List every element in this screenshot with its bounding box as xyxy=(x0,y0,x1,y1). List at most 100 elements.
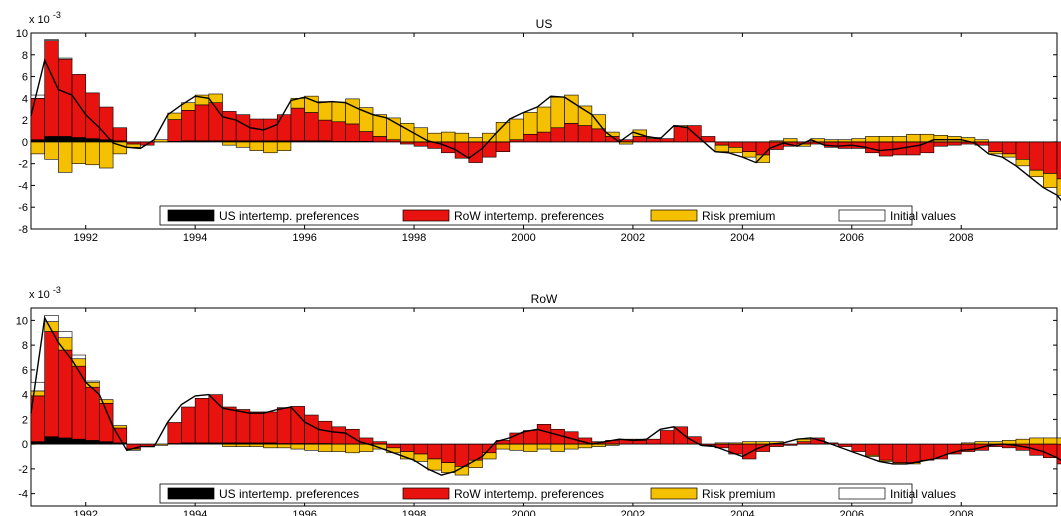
legend-entry: RoW intertemp. preferences xyxy=(454,487,604,501)
bar-segment-row-pref xyxy=(659,430,675,445)
y-exponent-label: x 10 -3 xyxy=(29,285,61,301)
bars xyxy=(30,39,1061,196)
bar-segment-risk xyxy=(632,129,647,137)
y-tick-label: -2 xyxy=(18,464,28,476)
bar-segment-row-pref xyxy=(194,104,210,142)
bar-segment-risk xyxy=(71,141,87,164)
y-tick-label: 10 xyxy=(16,315,28,327)
bar-segment-row-pref xyxy=(1056,443,1061,465)
bar-segment-row-pref xyxy=(85,386,100,441)
bar-segment-risk xyxy=(1015,159,1030,167)
bar-segment-row-pref xyxy=(919,443,935,461)
bar-segment-row-pref xyxy=(988,141,1003,152)
bar-segment-risk xyxy=(359,107,374,132)
bar-segment-row-pref xyxy=(167,422,182,444)
bar-segment-risk xyxy=(249,141,264,151)
bar-segment-row-pref xyxy=(536,131,552,143)
legend-swatch xyxy=(650,487,698,500)
bar-segment-row-pref xyxy=(536,424,552,445)
bar-segment-risk xyxy=(742,151,757,158)
bar-segment-risk xyxy=(345,443,360,454)
bar-segment-row-pref xyxy=(235,409,251,444)
y-tick-label: 2 xyxy=(22,115,28,127)
bar-segment-row-pref xyxy=(523,430,538,445)
bar-segment-risk xyxy=(290,443,305,450)
us-chart-panel: US x 10 -3 -8 -6 -4 -2 0 2 4 6 8 10 1992 1994 1996 1998… xyxy=(16,10,1061,244)
bar-segment-init xyxy=(58,331,73,339)
legend: US intertemp. preferences RoW intertemp. … xyxy=(159,205,956,226)
bar-segment-risk xyxy=(1043,437,1058,445)
bar-segment-init xyxy=(71,354,87,360)
bar-segment-row-pref xyxy=(1029,141,1044,171)
bar-segment-us-pref xyxy=(71,137,87,143)
bar-segment-risk xyxy=(1001,440,1017,445)
bar-segment-row-pref xyxy=(263,118,278,142)
observed-series-line xyxy=(30,58,1061,202)
bar-segment-risk xyxy=(331,443,346,452)
bar-segment-row-pref xyxy=(44,331,59,438)
bar-segment-row-pref xyxy=(44,40,59,137)
bar-segment-init xyxy=(44,39,59,41)
bar-segment-risk xyxy=(235,141,251,148)
bar-segment-row-pref xyxy=(632,136,647,143)
bar-segment-us-pref xyxy=(44,136,59,143)
bar-segment-risk xyxy=(865,136,880,143)
bar-segment-risk xyxy=(468,137,483,143)
bar-segment-risk xyxy=(796,143,812,147)
bar-segment-row-pref xyxy=(413,443,429,455)
bar-segment-risk xyxy=(728,147,743,154)
bar-segment-risk xyxy=(30,141,45,155)
bar-segment-risk xyxy=(577,443,593,449)
legend-entry: Initial values xyxy=(890,209,956,223)
bar-segment-row-pref xyxy=(249,411,264,444)
bar-segment-row-pref xyxy=(235,114,251,142)
legend-swatch xyxy=(402,487,450,500)
bar-segment-row-pref xyxy=(290,107,305,142)
bar-segment-risk xyxy=(509,118,524,141)
bar-segment-row-pref xyxy=(714,141,729,146)
bar-segment-risk xyxy=(906,133,921,143)
y-tick-label: -4 xyxy=(18,180,28,192)
legend-entry: US intertemp. preferences xyxy=(219,487,359,501)
y-tick-label: -6 xyxy=(18,202,28,214)
bar-segment-row-pref xyxy=(58,58,73,137)
bar-segment-risk xyxy=(933,135,948,143)
bar-segment-row-pref xyxy=(564,123,579,143)
bar-segment-risk xyxy=(523,112,538,135)
bar-segment-risk xyxy=(1001,153,1017,158)
bar-segment-row-pref xyxy=(372,136,387,143)
bar-segment-row-pref xyxy=(1043,141,1058,174)
legend-swatch xyxy=(167,209,215,222)
bar-segment-risk xyxy=(1043,173,1058,188)
y-tick-label: -4 xyxy=(18,489,28,501)
bar-segment-row-pref xyxy=(30,98,45,141)
bar-segment-row-pref xyxy=(632,440,647,445)
x-tick-label: 2002 xyxy=(621,232,645,244)
bar-segment-row-pref xyxy=(413,141,429,147)
y-tick-label: -2 xyxy=(18,159,28,171)
bar-segment-risk xyxy=(1029,437,1044,445)
bar-segment-risk xyxy=(1015,438,1030,445)
bar-segment-risk xyxy=(85,141,100,166)
bar-segment-row-pref xyxy=(345,123,360,142)
y-tick-label: 6 xyxy=(22,72,28,84)
y-tick-label: 0 xyxy=(22,137,28,149)
bar-segment-risk xyxy=(1029,169,1044,178)
bar-segment-risk xyxy=(509,443,524,451)
bar-segment-row-pref xyxy=(317,119,333,142)
bar-segment-us-pref xyxy=(85,138,100,143)
bar-segment-risk xyxy=(263,443,278,449)
bar-segment-risk xyxy=(317,443,333,452)
bar-segment-init xyxy=(85,380,100,383)
bar-segment-row-pref xyxy=(878,443,894,461)
x-tick-label: 1994 xyxy=(183,509,207,516)
bar-segment-risk xyxy=(413,453,429,462)
bar-segment-init xyxy=(58,57,73,60)
bar-segment-row-pref xyxy=(646,138,661,143)
bar-segment-row-pref xyxy=(222,111,237,142)
bar-segment-row-pref xyxy=(276,407,292,444)
row-chart-panel: RoW x 10 -3 -4 -2 0 2 4 6 8 10 1992 1994 1996 1998 200… xyxy=(16,285,1061,516)
bar-segment-risk xyxy=(331,101,346,123)
bar-segment-risk xyxy=(112,425,128,429)
